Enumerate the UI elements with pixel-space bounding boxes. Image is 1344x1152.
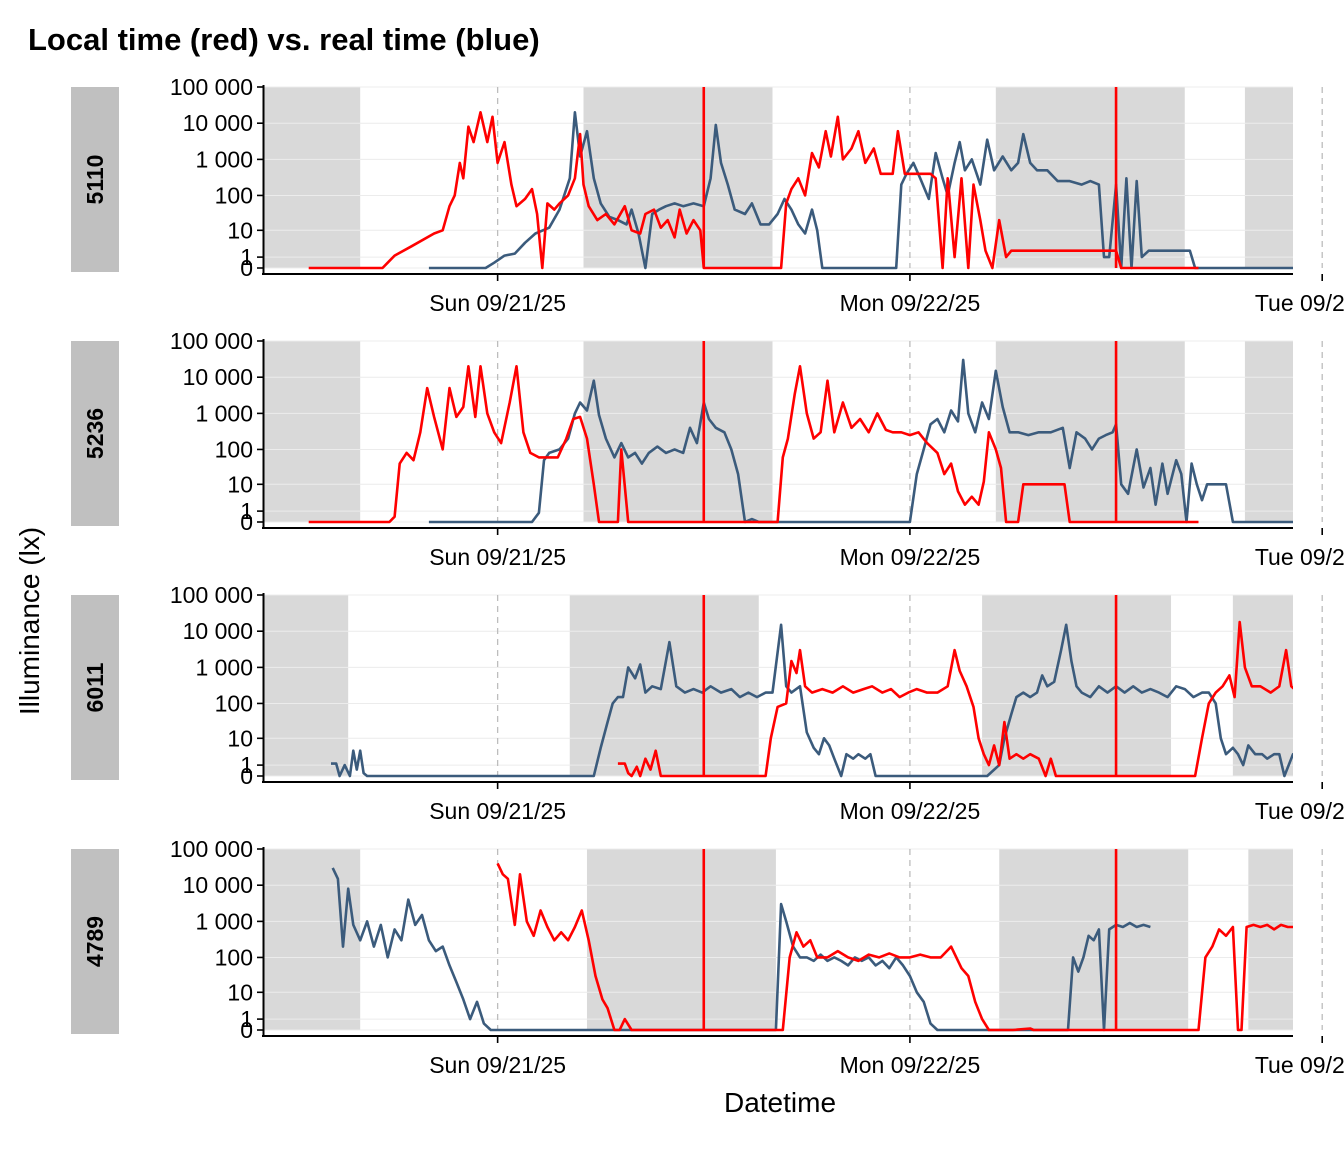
y-tick-label: 100 000 — [170, 328, 253, 354]
x-tick-label: Sun 09/21/25 — [429, 290, 566, 316]
x-tick-label: Tue 09/23/25 — [1255, 290, 1344, 316]
facet-strip — [71, 341, 119, 526]
x-tick-label: Sun 09/21/25 — [429, 1052, 566, 1078]
night-band — [583, 341, 773, 522]
night-band — [264, 87, 361, 268]
x-tick-label: Sun 09/21/25 — [429, 798, 566, 824]
y-tick-label: 0 — [240, 763, 253, 789]
series-line-local-time — [308, 111, 1199, 270]
series-group — [308, 111, 1293, 270]
y-tick-label: 10 — [227, 725, 253, 751]
facet-label: 5236 — [82, 408, 108, 459]
x-tick-label: Tue 09/23/25 — [1255, 544, 1344, 570]
y-tick-label: 1 — [240, 244, 253, 270]
x-tick-label: Mon 09/22/25 — [840, 544, 981, 570]
y-tick-label: 100 000 — [170, 836, 253, 862]
x-tick-label: Mon 09/22/25 — [840, 1052, 981, 1078]
x-tick-label: Mon 09/22/25 — [840, 798, 981, 824]
night-band — [1232, 595, 1293, 776]
facet-strip — [71, 849, 119, 1034]
night-band — [583, 87, 773, 268]
facet-strip — [71, 87, 119, 272]
y-tick-label: 1 000 — [195, 400, 253, 426]
x-tick-label: Sun 09/21/25 — [429, 544, 566, 570]
y-tick-label: 100 — [215, 944, 253, 970]
y-tick-label: 100 000 — [170, 582, 253, 608]
y-tick-label: 1 000 — [195, 654, 253, 680]
night-band — [264, 849, 361, 1030]
series-line-real-time — [331, 623, 1293, 778]
x-tick-label: Tue 09/23/25 — [1255, 1052, 1344, 1078]
night-band — [264, 341, 361, 522]
y-tick-label: 10 — [227, 471, 253, 497]
series-line-real-time — [428, 358, 1293, 524]
y-tick-label: 0 — [240, 509, 253, 535]
series-group — [331, 862, 1293, 1032]
facet-strip — [71, 595, 119, 780]
x-axis-label: Datetime — [723, 1087, 837, 1118]
series-line-local-time — [617, 620, 1293, 778]
night-band — [264, 595, 349, 776]
y-tick-label: 100 — [215, 182, 253, 208]
y-tick-label: 10 000 — [183, 872, 253, 898]
x-tick-label: Mon 09/22/25 — [840, 290, 981, 316]
y-tick-label: 10 — [227, 979, 253, 1005]
y-tick-label: 1 000 — [195, 908, 253, 934]
y-tick-label: 10 000 — [183, 110, 253, 136]
y-tick-label: 1 — [240, 1006, 253, 1032]
night-band — [1244, 87, 1293, 268]
facet-label: 4789 — [82, 916, 108, 967]
facet-label: 5110 — [82, 155, 108, 205]
x-tick-label: Tue 09/23/25 — [1255, 798, 1344, 824]
y-tick-label: 10 000 — [183, 364, 253, 390]
series-group — [331, 620, 1293, 778]
night-band — [1244, 341, 1293, 522]
series-line-local-time — [496, 862, 1293, 1032]
chart-title: Local time (red) vs. real time (blue) — [28, 22, 540, 57]
night-band — [569, 595, 759, 776]
y-tick-label: 10 000 — [183, 618, 253, 644]
y-tick-label: 10 — [227, 217, 253, 243]
facet-label: 6011 — [82, 662, 108, 712]
y-tick-label: 1 000 — [195, 146, 253, 172]
y-tick-label: 100 — [215, 690, 253, 716]
y-tick-label: 100 — [215, 436, 253, 462]
y-tick-label: 1 — [240, 752, 253, 778]
night-band — [995, 87, 1185, 268]
night-band — [586, 849, 776, 1030]
night-band — [1248, 849, 1293, 1030]
y-tick-label: 0 — [240, 1017, 253, 1043]
y-tick-label: 100 000 — [170, 74, 253, 100]
y-tick-label: 0 — [240, 255, 253, 281]
y-tick-label: 1 — [240, 498, 253, 524]
series-line-real-time — [428, 111, 1293, 270]
